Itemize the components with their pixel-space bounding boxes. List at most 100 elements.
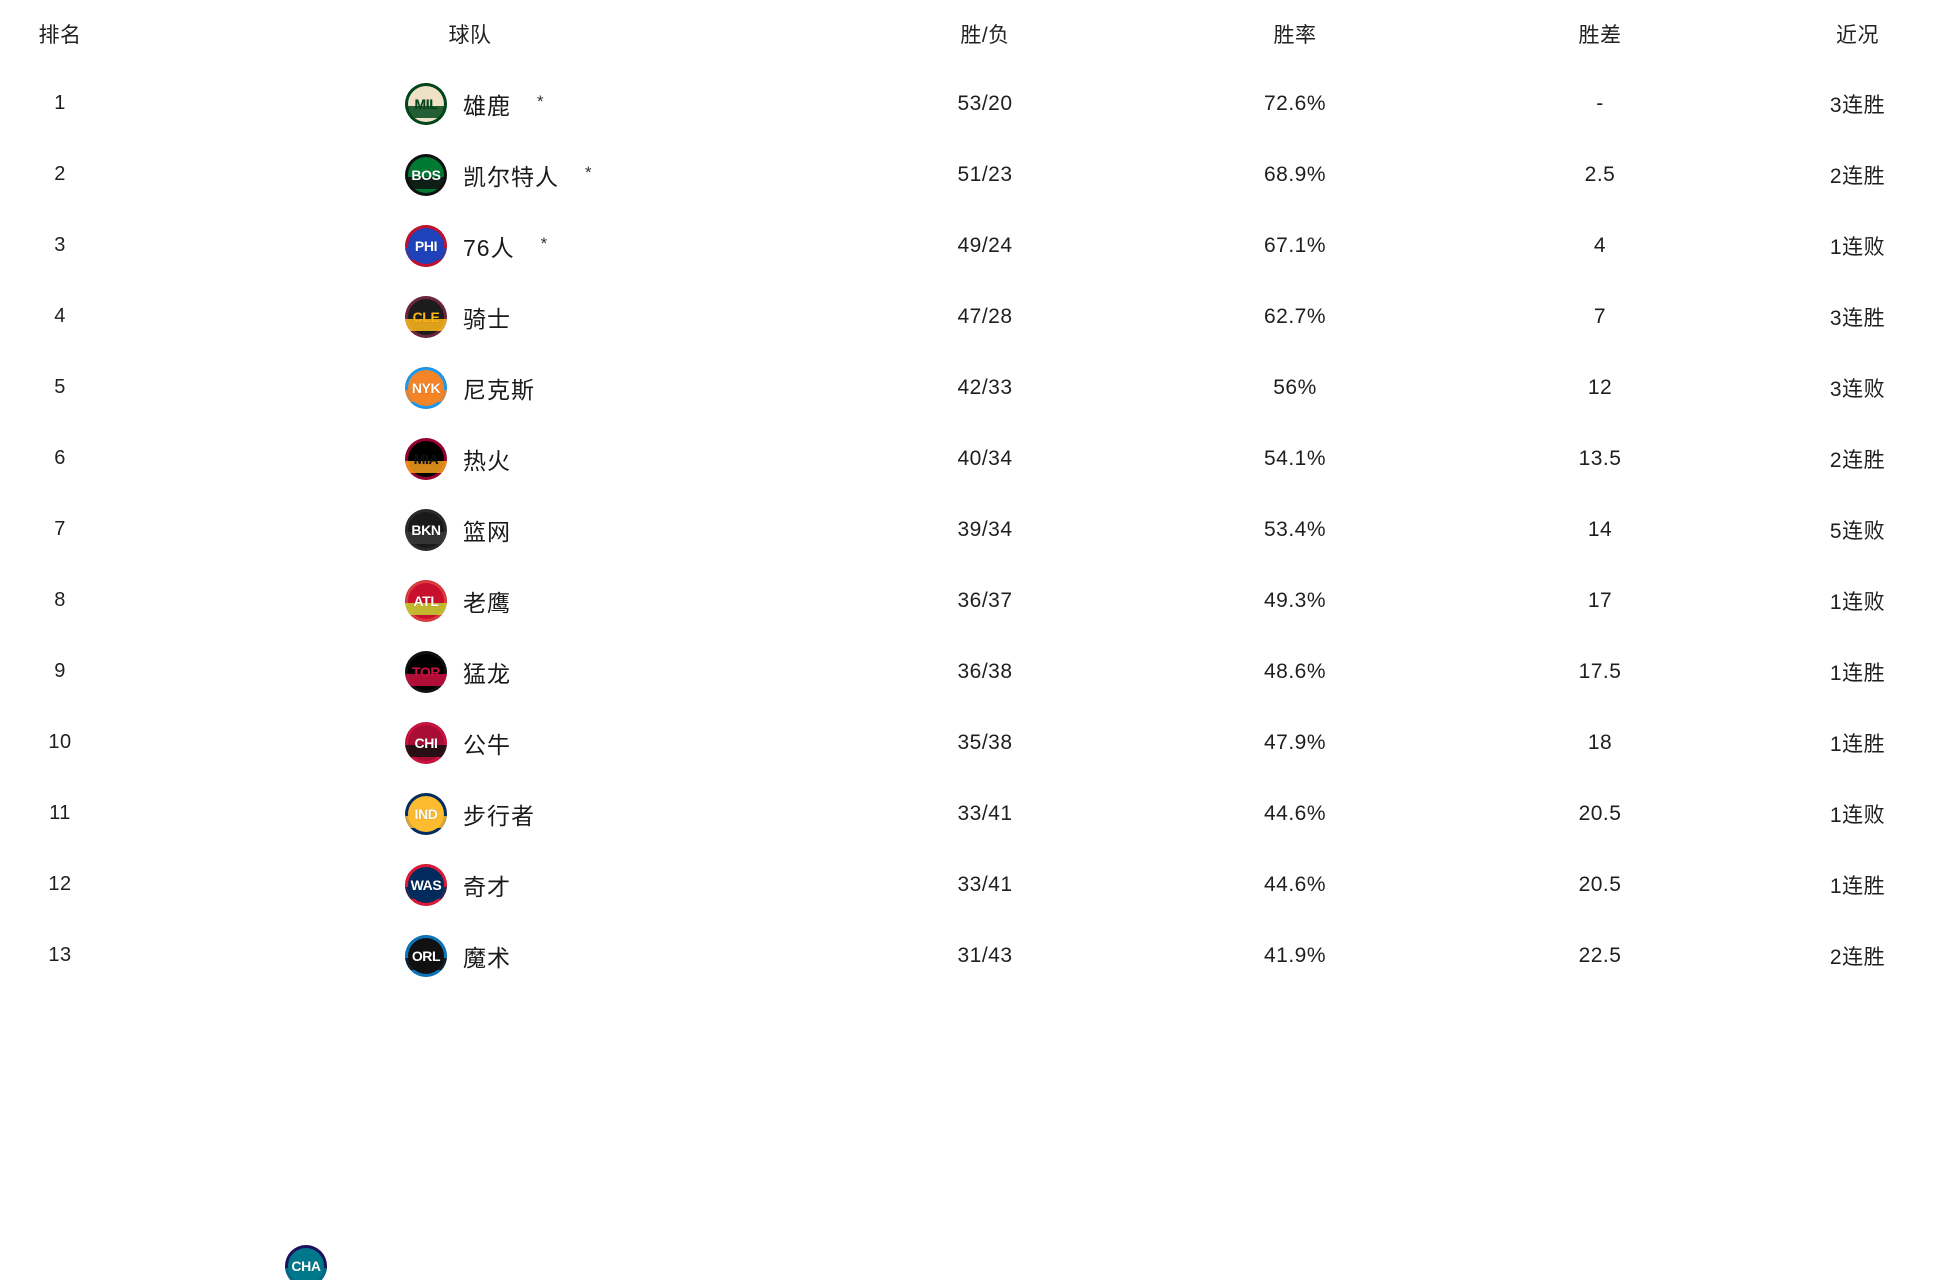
team-name: 骑士 xyxy=(463,305,511,332)
team-abbreviation: WAS xyxy=(410,876,442,893)
team-abbreviation: NYK xyxy=(411,379,441,396)
team-cell[interactable]: PHI 76人 * xyxy=(120,210,820,281)
rank-cell: 1 xyxy=(54,92,66,114)
team-name: 尼克斯 xyxy=(463,376,535,403)
recent-cell: 1连败 xyxy=(1829,590,1886,614)
column-header-games-behind[interactable]: 胜差 xyxy=(1578,24,1622,47)
standings-table: 排名 球队 胜/负 胜率 胜差 近况 1 MIL 雄鹿 * 53/20 72.6% - 3连胜… xyxy=(0,0,1955,991)
table-row[interactable]: 3 PHI 76人 * 49/24 67.1% 4 1连败 xyxy=(0,210,1955,281)
table-row[interactable]: 10 CHI 公牛 35/38 47.9% 18 1连胜 xyxy=(0,707,1955,778)
team-cell[interactable]: BKN 篮网 xyxy=(120,494,820,565)
logo-band xyxy=(405,318,447,332)
games-behind-cell: 17.5 xyxy=(1578,659,1622,683)
column-header-team[interactable]: 球队 xyxy=(448,24,492,47)
team-cell[interactable]: WAS 奇才 xyxy=(120,849,820,920)
team-abbreviation: BOS xyxy=(411,166,441,183)
column-header-win-pct[interactable]: 胜率 xyxy=(1273,24,1317,47)
recent-cell: 3连胜 xyxy=(1829,93,1886,117)
rank-cell: 12 xyxy=(48,873,72,895)
playoff-marker-icon: * xyxy=(585,162,593,182)
rank-cell: 13 xyxy=(48,944,72,966)
team-cell[interactable]: ORL 魔术 xyxy=(120,920,820,991)
win-pct-cell: 54.1% xyxy=(1263,446,1327,470)
recent-cell: 2连胜 xyxy=(1829,945,1886,969)
table-row[interactable]: 12 WAS 奇才 33/41 44.6% 20.5 1连胜 xyxy=(0,849,1955,920)
playoff-marker-icon: * xyxy=(537,91,545,111)
team-logo-icon: BKN xyxy=(405,508,447,551)
team-logo-icon: NYK xyxy=(405,366,447,409)
recent-cell: 2连胜 xyxy=(1829,164,1886,188)
team-cell[interactable]: CHI 公牛 xyxy=(120,707,820,778)
team-abbreviation: ORL xyxy=(411,947,441,964)
team-cell[interactable]: MIL 雄鹿 * xyxy=(120,68,820,139)
team-cell[interactable]: IND 步行者 xyxy=(120,778,820,849)
team-abbreviation: TOR xyxy=(411,663,441,680)
logo-band xyxy=(405,744,447,758)
logo-band xyxy=(285,1268,327,1280)
table-row[interactable]: 7 BKN 篮网 39/34 53.4% 14 5连败 xyxy=(0,494,1955,565)
games-behind-cell: 22.5 xyxy=(1578,943,1622,967)
team-cell[interactable]: MIA 热火 xyxy=(120,423,820,494)
win-pct-cell: 44.6% xyxy=(1263,872,1327,896)
team-logo-icon: CHA xyxy=(285,1245,327,1280)
logo-band xyxy=(405,957,447,971)
table-row[interactable]: 6 MIA 热火 40/34 54.1% 13.5 2连胜 xyxy=(0,423,1955,494)
record-cell: 31/43 xyxy=(957,943,1013,967)
team-cell[interactable]: NYK 尼克斯 xyxy=(120,352,820,423)
games-behind-cell: 13.5 xyxy=(1578,446,1622,470)
table-row[interactable]: 5 NYK 尼克斯 42/33 56% 12 3连败 xyxy=(0,352,1955,423)
table-row[interactable]: 1 MIL 雄鹿 * 53/20 72.6% - 3连胜 xyxy=(0,68,1955,139)
games-behind-cell: 7 xyxy=(1593,304,1607,328)
table-row-partial[interactable]: CHA xyxy=(0,1245,1955,1280)
win-pct-cell: 62.7% xyxy=(1263,304,1327,328)
table-row[interactable]: 8 ATL 老鹰 36/37 49.3% 17 1连败 xyxy=(0,565,1955,636)
table-row[interactable]: 11 IND 步行者 33/41 44.6% 20.5 1连败 xyxy=(0,778,1955,849)
rank-cell: 8 xyxy=(54,589,66,611)
column-header-record[interactable]: 胜/负 xyxy=(960,24,1010,47)
games-behind-cell: 14 xyxy=(1587,517,1613,541)
team-name: 步行者 xyxy=(463,802,535,829)
rank-cell: 5 xyxy=(54,376,66,398)
team-name: 公牛 xyxy=(463,731,511,758)
record-cell: 33/41 xyxy=(957,801,1013,825)
win-pct-cell: 72.6% xyxy=(1263,91,1327,115)
team-abbreviation: MIL xyxy=(414,95,438,112)
table-body: 1 MIL 雄鹿 * 53/20 72.6% - 3连胜 2 BOS 凯尔特人 * 51/23 68.9%… xyxy=(0,68,1955,991)
team-logo-icon: PHI xyxy=(405,224,447,267)
games-behind-cell: 20.5 xyxy=(1578,801,1622,825)
table-row[interactable]: 13 ORL 魔术 31/43 41.9% 22.5 2连胜 xyxy=(0,920,1955,991)
team-abbreviation: MIA xyxy=(413,450,439,467)
team-logo-icon: BOS xyxy=(405,153,447,196)
logo-band xyxy=(405,460,447,474)
record-cell: 51/23 xyxy=(957,162,1013,186)
team-cell[interactable]: ATL 老鹰 xyxy=(120,565,820,636)
record-cell: 42/33 xyxy=(957,375,1013,399)
table-row[interactable]: 2 BOS 凯尔特人 * 51/23 68.9% 2.5 2连胜 xyxy=(0,139,1955,210)
team-cell[interactable]: TOR 猛龙 xyxy=(120,636,820,707)
column-header-rank[interactable]: 排名 xyxy=(38,24,82,47)
team-inner: BKN 篮网 xyxy=(120,508,820,551)
playoff-marker-icon: * xyxy=(540,233,548,253)
table-row[interactable]: 9 TOR 猛龙 36/38 48.6% 17.5 1连胜 xyxy=(0,636,1955,707)
recent-cell: 5连败 xyxy=(1829,519,1886,543)
team-logo-icon: ORL xyxy=(405,934,447,977)
logo-band xyxy=(405,105,447,119)
team-cell[interactable]: BOS 凯尔特人 * xyxy=(120,139,820,210)
recent-cell: 1连胜 xyxy=(1829,732,1886,756)
team-abbreviation: ATL xyxy=(413,592,439,609)
team-name: 篮网 xyxy=(463,518,511,545)
team-cell[interactable]: CLE 骑士 xyxy=(120,281,820,352)
rank-cell: 2 xyxy=(54,163,66,185)
table-row[interactable]: 4 CLE 骑士 47/28 62.7% 7 3连胜 xyxy=(0,281,1955,352)
games-behind-cell: 4 xyxy=(1593,233,1607,257)
record-cell: 53/20 xyxy=(957,91,1013,115)
team-cell-partial[interactable]: CHA xyxy=(0,1245,1955,1280)
column-header-recent[interactable]: 近况 xyxy=(1836,24,1879,47)
rank-cell: 6 xyxy=(54,447,66,469)
team-logo-icon: IND xyxy=(405,792,447,835)
team-name: 雄鹿 xyxy=(463,92,511,119)
table-header: 排名 球队 胜/负 胜率 胜差 近况 xyxy=(0,0,1955,68)
rank-cell: 7 xyxy=(54,518,66,540)
logo-band xyxy=(405,247,447,261)
